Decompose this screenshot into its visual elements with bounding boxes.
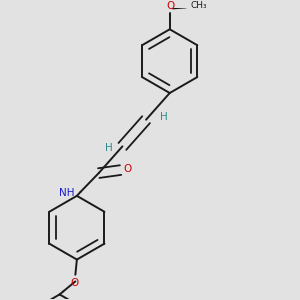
Text: O: O <box>167 2 175 11</box>
Text: NH: NH <box>59 188 74 198</box>
Text: O: O <box>70 278 78 288</box>
Text: H: H <box>160 112 167 122</box>
Text: H: H <box>106 142 113 153</box>
Text: O: O <box>123 164 131 175</box>
Text: CH₃: CH₃ <box>191 2 208 10</box>
